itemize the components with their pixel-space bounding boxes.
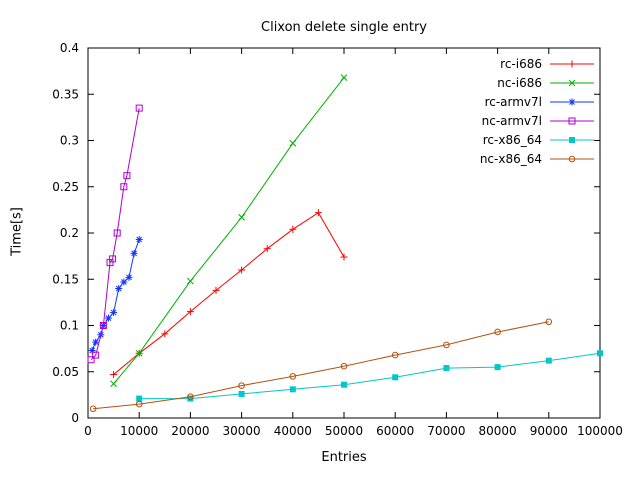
asterisk-marker-icon bbox=[135, 235, 143, 243]
x-tick-label: 30000 bbox=[223, 424, 261, 438]
square-filled-marker-icon bbox=[341, 381, 347, 388]
cross-marker-icon bbox=[110, 380, 117, 388]
square-filled-marker-icon bbox=[392, 374, 399, 381]
square-filled-marker-icon bbox=[545, 357, 552, 364]
series-line-rc-i686 bbox=[113, 211, 345, 375]
series-nc-x86_64 bbox=[89, 318, 553, 413]
y-tick-label: 0.4 bbox=[60, 41, 79, 55]
x-axis-label: Entries bbox=[321, 450, 367, 465]
x-tick-label: 20000 bbox=[171, 424, 209, 438]
x-tick-label: 60000 bbox=[376, 424, 414, 438]
square-open-marker-icon bbox=[92, 351, 100, 359]
series-rc-armv7l bbox=[88, 235, 143, 354]
asterisk-marker-icon bbox=[130, 249, 138, 257]
y-tick-label: 0.1 bbox=[60, 319, 79, 333]
circle-open-marker-icon bbox=[568, 155, 576, 163]
series-rc-i686 bbox=[110, 209, 348, 379]
circle-open-marker-icon bbox=[545, 318, 553, 326]
plus-marker-icon bbox=[263, 245, 271, 253]
series-rc-x86_64 bbox=[136, 350, 603, 402]
y-tick-label: 0 bbox=[71, 411, 79, 425]
circle-open-marker-icon bbox=[135, 400, 143, 408]
square-filled-marker-icon bbox=[494, 364, 501, 371]
series-nc-i686 bbox=[110, 74, 348, 388]
cross-marker-icon bbox=[135, 349, 143, 357]
plus-marker-icon bbox=[340, 253, 348, 261]
circle-open-marker-icon bbox=[391, 351, 399, 359]
square-filled-marker-icon bbox=[569, 137, 575, 143]
cross-marker-icon bbox=[238, 213, 245, 221]
plus-marker-icon bbox=[110, 371, 118, 379]
y-tick-label: 0.2 bbox=[60, 226, 79, 240]
series-line-rc-x86_64 bbox=[139, 352, 601, 400]
chart-title: Clixon delete single entry bbox=[261, 20, 427, 35]
circle-open-marker-icon bbox=[443, 341, 450, 349]
cross-marker-icon bbox=[340, 74, 348, 81]
series-nc-armv7l bbox=[87, 104, 143, 364]
asterisk-marker-icon bbox=[115, 285, 123, 292]
circle-open-marker-icon bbox=[494, 328, 501, 336]
series-line-nc-armv7l bbox=[90, 108, 140, 361]
asterisk-marker-icon bbox=[88, 346, 96, 354]
square-filled-marker-icon bbox=[238, 390, 245, 397]
square-open-marker-icon bbox=[109, 255, 117, 263]
square-filled-marker-icon bbox=[443, 365, 450, 372]
plus-marker-icon bbox=[212, 286, 220, 294]
cross-marker-icon bbox=[568, 79, 576, 87]
circle-open-marker-icon bbox=[238, 382, 245, 389]
square-filled-marker-icon bbox=[187, 395, 194, 402]
asterisk-marker-icon bbox=[92, 338, 100, 346]
legend-label-nc-i686: nc-i686 bbox=[497, 76, 542, 90]
asterisk-marker-icon bbox=[125, 273, 133, 281]
asterisk-marker-icon bbox=[120, 278, 128, 286]
series-line-nc-x86_64 bbox=[93, 321, 549, 410]
y-tick-label: 0.05 bbox=[52, 365, 79, 379]
circle-open-marker-icon bbox=[289, 373, 297, 380]
plus-marker-icon bbox=[314, 209, 322, 217]
x-tick-label: 100000 bbox=[577, 424, 623, 438]
legend-label-rc-i686: rc-i686 bbox=[500, 57, 542, 71]
square-open-marker-icon bbox=[87, 356, 95, 364]
y-tick-label: 0.3 bbox=[60, 134, 79, 148]
x-tick-label: 0 bbox=[84, 424, 92, 438]
asterisk-marker-icon bbox=[110, 309, 118, 317]
x-tick-label: 10000 bbox=[120, 424, 158, 438]
plus-marker-icon bbox=[289, 225, 297, 233]
x-tick-label: 40000 bbox=[274, 424, 312, 438]
square-open-marker-icon bbox=[568, 117, 576, 125]
legend-label-nc-x86_64: nc-x86_64 bbox=[480, 152, 542, 166]
x-tick-label: 90000 bbox=[530, 424, 568, 438]
plus-marker-icon bbox=[161, 330, 169, 338]
x-tick-label: 50000 bbox=[325, 424, 363, 438]
asterisk-marker-icon bbox=[568, 98, 576, 106]
y-tick-label: 0.15 bbox=[52, 272, 79, 286]
square-open-marker-icon bbox=[120, 183, 128, 191]
legend-label-rc-armv7l: rc-armv7l bbox=[485, 95, 542, 109]
square-open-marker-icon bbox=[135, 104, 143, 112]
series-line-nc-i686 bbox=[113, 77, 345, 385]
y-tick-label: 0.35 bbox=[52, 87, 79, 101]
square-filled-marker-icon bbox=[597, 350, 603, 357]
square-open-marker-icon bbox=[99, 322, 107, 329]
asterisk-marker-icon bbox=[104, 314, 112, 322]
circle-open-marker-icon bbox=[340, 362, 348, 370]
circle-open-marker-icon bbox=[89, 405, 97, 413]
plus-marker-icon bbox=[238, 266, 246, 274]
x-tick-label: 80000 bbox=[479, 424, 517, 438]
square-filled-marker-icon bbox=[136, 395, 143, 402]
cross-marker-icon bbox=[187, 277, 194, 285]
square-open-marker-icon bbox=[113, 229, 121, 237]
cross-marker-icon bbox=[289, 139, 297, 147]
plus-marker-icon bbox=[186, 308, 194, 316]
plus-marker-icon bbox=[568, 60, 576, 68]
legend-label-nc-armv7l: nc-armv7l bbox=[482, 114, 542, 128]
circle-open-marker-icon bbox=[187, 393, 194, 401]
square-filled-marker-icon bbox=[289, 386, 296, 393]
x-tick-label: 70000 bbox=[427, 424, 465, 438]
y-tick-label: 0.25 bbox=[52, 180, 79, 194]
square-open-marker-icon bbox=[123, 172, 131, 180]
legend-label-rc-x86_64: rc-x86_64 bbox=[483, 133, 542, 147]
